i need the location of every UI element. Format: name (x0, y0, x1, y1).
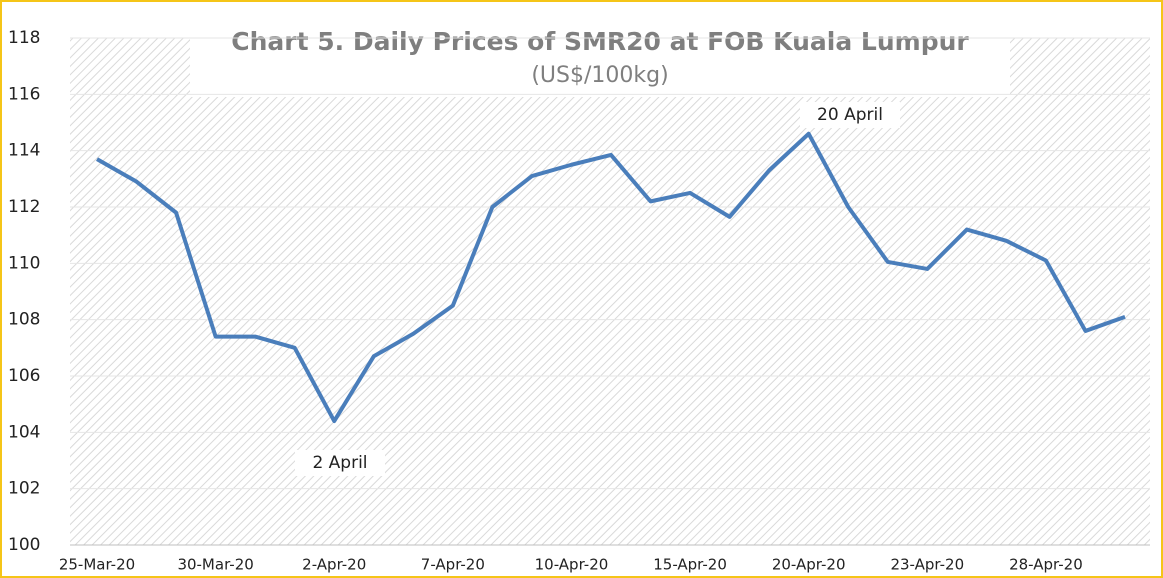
x-tick-label: 15-Apr-20 (653, 556, 727, 574)
plot-area (70, 38, 1150, 545)
x-tick-label: 28-Apr-20 (1009, 556, 1083, 574)
y-tick-label: 108 (8, 310, 40, 330)
annotation-bg (295, 450, 385, 476)
y-tick-label: 102 (8, 479, 40, 499)
y-tick-label: 104 (8, 422, 40, 442)
y-tick-label: 110 (8, 253, 40, 273)
chart-title: Chart 5. Daily Prices of SMR20 at FOB Ku… (231, 27, 969, 56)
annotation: 20 April (817, 105, 883, 125)
annotation-bg (800, 102, 900, 128)
line-series (96, 131, 1126, 424)
x-tick-label: 20-Apr-20 (772, 556, 846, 574)
x-tick-label: 25-Mar-20 (59, 556, 135, 574)
annotation: 2 April (312, 453, 367, 473)
chart-subtitle: (US$/100kg) (531, 63, 668, 88)
y-tick-label: 100 (8, 535, 40, 555)
x-tick-label: 23-Apr-20 (890, 556, 964, 574)
y-tick-label: 118 (8, 28, 40, 48)
y-tick-label: 114 (8, 141, 40, 161)
x-tick-label: 2-Apr-20 (302, 556, 366, 574)
x-tick-label: 7-Apr-20 (421, 556, 485, 574)
x-tick-label: 30-Mar-20 (177, 556, 253, 574)
y-tick-label: 106 (8, 366, 40, 386)
y-tick-label: 116 (8, 84, 40, 104)
title-box (190, 25, 1010, 97)
y-tick-label: 112 (8, 197, 40, 217)
x-tick-label: 10-Apr-20 (535, 556, 609, 574)
